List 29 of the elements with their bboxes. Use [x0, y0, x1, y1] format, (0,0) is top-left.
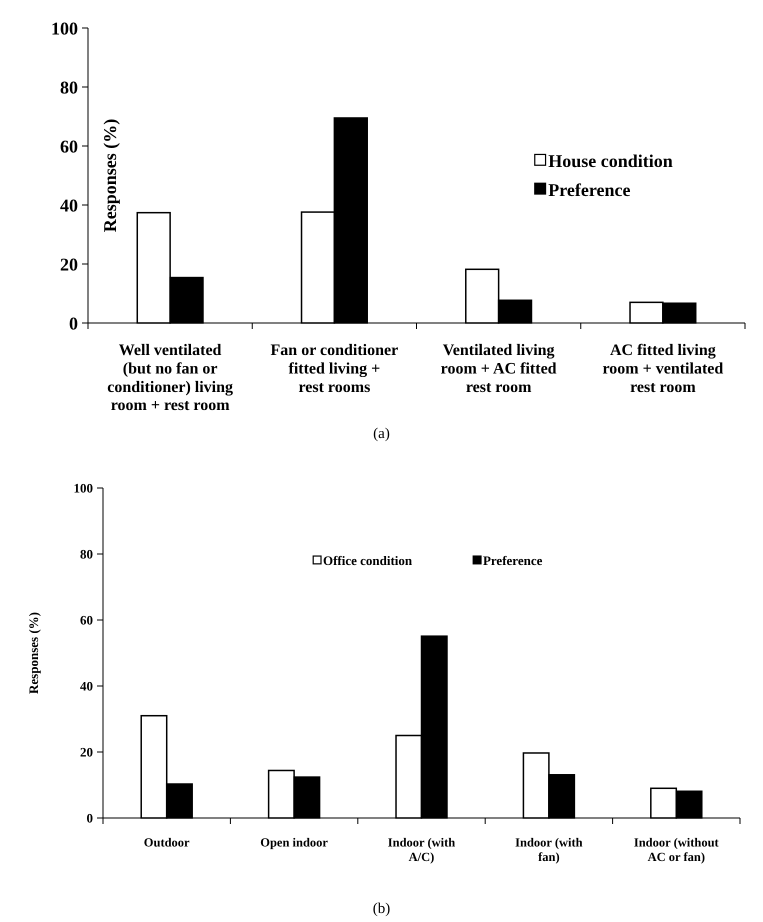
x-tick-label: Outdoor [144, 836, 190, 850]
legend-label: House condition [548, 151, 673, 172]
x-tick-label: Ventilated living room + AC fitted rest room [440, 342, 557, 396]
legend-label: Preference [482, 553, 543, 568]
legend-label: Office condition [322, 553, 413, 568]
text: (b) [372, 901, 390, 917]
y-tick-label: 80 [80, 546, 93, 562]
y-tick-label: 80 [60, 77, 78, 98]
y-tick-label: 20 [60, 254, 78, 274]
y-tick-label: 20 [80, 744, 93, 760]
x-tick-label: Indoor (with fan) [515, 836, 583, 864]
text: (a) [373, 426, 390, 442]
x-tick-label: Fan or conditioner fitted living + rest rooms [270, 342, 398, 396]
y-tick-label: 40 [80, 678, 93, 694]
x-tick-label: Open indoor [260, 836, 328, 850]
x-tick-label: AC fitted living room + ventilated rest room [602, 342, 724, 396]
y-tick-label: 0 [86, 810, 93, 826]
x-tick-label: Well ventilated (but no fan or conditioner) living room + rest room [107, 342, 234, 414]
x-tick-label: Indoor (without AC or fan) [634, 836, 720, 864]
legend-label: Preference [548, 180, 631, 200]
y-tick-label: 0 [69, 313, 78, 334]
x-tick-label: Indoor (with A/C) [388, 836, 456, 864]
y-axis-title: Responses (%) [26, 612, 41, 694]
y-tick-label: 60 [60, 136, 78, 156]
y-tick-label: 40 [60, 195, 78, 216]
y-tick-label: 60 [80, 612, 93, 628]
y-tick-label: 100 [74, 480, 93, 496]
y-tick-label: 100 [51, 18, 78, 38]
y-axis-title: Responses (%) [100, 118, 120, 232]
